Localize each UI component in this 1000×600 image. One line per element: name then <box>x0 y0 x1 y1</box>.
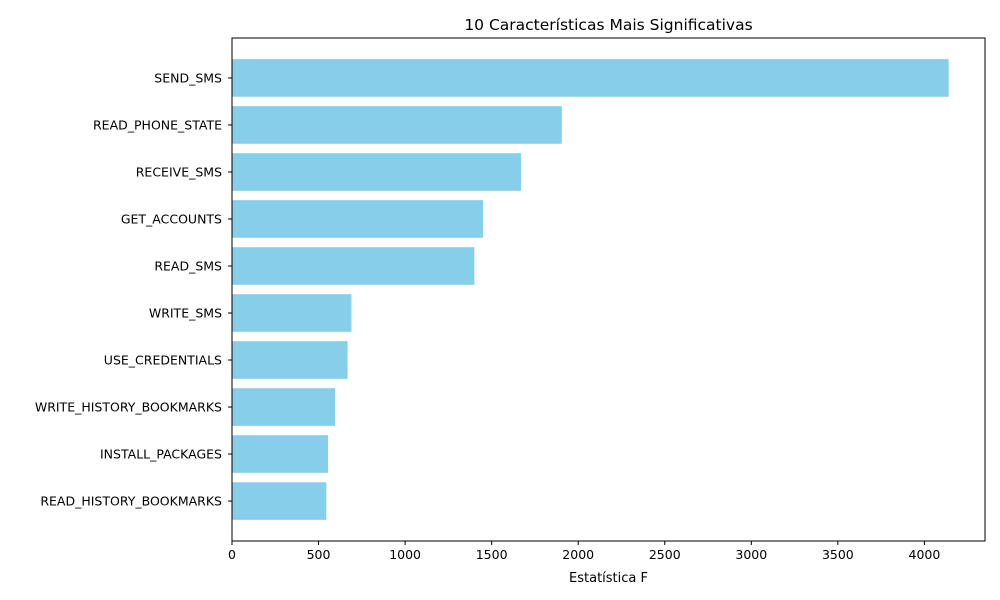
x-axis-label: Estatística F <box>569 571 648 586</box>
bar-write-sms <box>232 294 352 332</box>
y-tick-label: RECEIVE_SMS <box>136 164 222 179</box>
x-tick-label: 500 <box>307 547 331 562</box>
y-tick-label: USE_CREDENTIALS <box>104 353 222 368</box>
x-axis-ticks: 0 500 1000 1500 2000 2500 3000 3500 4000 <box>228 541 940 562</box>
y-axis-ticks: SEND_SMS READ_PHONE_STATE RECEIVE_SMS GET_A… <box>35 70 232 509</box>
y-tick-label: GET_ACCOUNTS <box>121 211 222 226</box>
bar-read-sms <box>232 247 475 285</box>
bars-group <box>232 59 949 520</box>
bar-send-sms <box>232 59 949 97</box>
x-tick-label: 0 <box>228 547 236 562</box>
x-tick-label: 2500 <box>649 547 681 562</box>
y-tick-label: INSTALL_PACKAGES <box>100 447 222 462</box>
y-tick-label: READ_PHONE_STATE <box>93 117 222 132</box>
x-tick-label: 1000 <box>389 547 421 562</box>
bar-get-accounts <box>232 200 483 238</box>
bar-read-phone-state <box>232 106 562 144</box>
bar-read-history-bookmarks <box>232 482 327 520</box>
y-tick-label: READ_HISTORY_BOOKMARKS <box>40 494 222 509</box>
y-tick-label: WRITE_SMS <box>149 306 222 321</box>
x-tick-label: 4000 <box>909 547 941 562</box>
y-tick-label: SEND_SMS <box>154 70 222 85</box>
bar-install-packages <box>232 435 329 473</box>
bar-write-history-bookmarks <box>232 388 335 426</box>
y-tick-label: READ_SMS <box>154 258 222 273</box>
bar-use-credentials <box>232 341 348 379</box>
chart-title: 10 Características Mais Significativas <box>464 16 752 34</box>
x-tick-label: 3000 <box>735 547 767 562</box>
x-tick-label: 2000 <box>562 547 594 562</box>
y-tick-label: WRITE_HISTORY_BOOKMARKS <box>35 400 222 415</box>
x-tick-label: 3500 <box>822 547 854 562</box>
x-tick-label: 1500 <box>476 547 508 562</box>
plot-frame <box>231 37 986 542</box>
bar-receive-sms <box>232 153 522 191</box>
